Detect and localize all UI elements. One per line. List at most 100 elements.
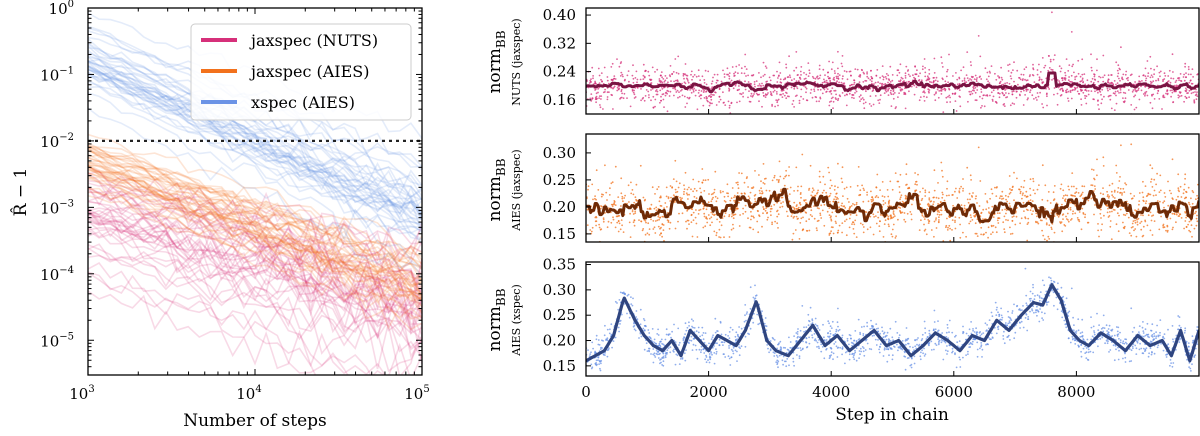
- nuts-sample-dot: [1141, 80, 1143, 82]
- rhat-panel: 100 10−1 10−2 10−3 10−4 10−5 103 104 105…: [11, 0, 430, 431]
- aies-sample-dot: [695, 197, 698, 200]
- nuts-sample-dot: [600, 98, 602, 100]
- xspec-sample-dot: [844, 351, 847, 354]
- aies-sample-dot: [937, 220, 940, 223]
- aies-sample-dot: [739, 214, 741, 216]
- nuts-sample-dot: [716, 73, 719, 76]
- xspec-sample-dot: [1180, 326, 1182, 329]
- aies-sample-dot: [849, 186, 852, 188]
- xspec-sample-dot: [597, 359, 599, 361]
- aies-sample-dot: [801, 153, 804, 156]
- aies-sample-dot: [1119, 176, 1121, 178]
- aies-sample-dot: [837, 198, 839, 200]
- aies-sample-dot: [1169, 217, 1172, 220]
- nuts-sample-dot: [881, 84, 883, 87]
- xspec-sample-dot: [998, 315, 1001, 318]
- xspec-sample-dot: [589, 353, 592, 355]
- nuts-sample-dot: [887, 81, 889, 84]
- aies-sample-dot: [766, 212, 768, 215]
- nuts-sample-dot: [835, 77, 838, 80]
- aies-sample-dot: [938, 211, 941, 214]
- aies-sample-dot: [776, 210, 778, 213]
- aies-sample-dot: [804, 199, 807, 201]
- nuts-sample-dot: [678, 95, 681, 98]
- aies-sample-dot: [940, 161, 943, 164]
- aies-sample-dot: [1166, 229, 1169, 232]
- nuts-sample-dot: [898, 80, 900, 82]
- nuts-sample-dot: [780, 81, 783, 84]
- nuts-sample-dot: [1050, 68, 1053, 71]
- xspec-sample-dot: [1040, 297, 1043, 300]
- aies-sample-dot: [699, 208, 702, 211]
- aies-sample-dot: [1195, 224, 1198, 227]
- aies-sample-dot: [669, 221, 672, 224]
- nuts-sample-dot: [647, 70, 650, 73]
- xspec-sample-dot: [822, 323, 824, 326]
- nuts-sample-dot: [846, 93, 848, 96]
- xspec-sample-dot: [889, 340, 892, 342]
- xspec-sample-dot: [846, 337, 849, 340]
- aies-sample-dot: [765, 189, 768, 192]
- aies-sample-dot: [900, 194, 903, 197]
- aies-sample-dot: [806, 230, 809, 232]
- xspec-sample-dot: [850, 337, 852, 340]
- xspec-sample-dot: [937, 343, 940, 346]
- aies-sample-dot: [1194, 212, 1196, 215]
- aies-sample-dot: [633, 201, 636, 204]
- xspec-sample-dot: [921, 349, 923, 352]
- nuts-sample-dot: [640, 88, 642, 90]
- aies-sample-dot: [1009, 205, 1011, 208]
- aies-sample-dot: [677, 220, 679, 223]
- xspec-sample-dot: [681, 357, 684, 359]
- xspec-sample-dot: [664, 354, 667, 357]
- nuts-sample-dot: [811, 75, 814, 78]
- rhat-chain-line: [88, 65, 422, 221]
- xspec-sample-dot: [979, 347, 981, 350]
- nuts-sample-dot: [1175, 79, 1178, 82]
- aies-sample-dot: [1102, 156, 1105, 159]
- nuts-sample-dot: [854, 92, 856, 94]
- nuts-sample-dot: [737, 72, 739, 75]
- aies-sample-dot: [655, 206, 658, 209]
- nuts-sample-dot: [923, 100, 926, 102]
- nuts-sample-dot: [806, 99, 809, 102]
- nuts-sample-dot: [1001, 91, 1004, 94]
- nuts-sample-dot: [730, 102, 733, 105]
- aies-sample-dot: [782, 177, 785, 180]
- aies-sample-dot: [1069, 201, 1072, 204]
- xspec-sample-dot: [985, 330, 988, 332]
- aies-sample-dot: [605, 191, 608, 194]
- aies-sample-dot: [674, 159, 677, 162]
- aies-sample-dot: [1172, 226, 1174, 229]
- aies-sample-dot: [688, 193, 690, 196]
- nuts-sample-dot: [879, 98, 881, 101]
- xspec-sample-dot: [903, 350, 906, 353]
- aies-sample-dot: [828, 194, 831, 197]
- aies-y-axis-sublabel: AIES (jaxspec): [510, 149, 523, 231]
- aies-sample-dot: [728, 215, 730, 218]
- aies-sample-dot: [1191, 202, 1194, 205]
- nuts-sample-dot: [636, 78, 639, 81]
- nuts-sample-dot: [1147, 75, 1149, 77]
- xspec-sample-dot: [1140, 347, 1143, 350]
- xspec-sample-dot: [714, 331, 717, 334]
- aies-sample-dot: [1074, 192, 1076, 195]
- aies-sample-dot: [786, 188, 789, 190]
- nuts-sample-dot: [985, 78, 988, 81]
- nuts-sample-dot: [590, 78, 592, 80]
- nuts-sample-dot: [654, 71, 656, 73]
- xspec-sample-dot: [735, 339, 737, 342]
- aies-sample-dot: [713, 230, 716, 233]
- aies-sample-dot: [733, 199, 735, 202]
- aies-sample-dot: [1138, 200, 1141, 203]
- aies-sample-dot: [1053, 185, 1056, 187]
- aies-sample-dot: [992, 216, 995, 219]
- nuts-sample-dot: [995, 78, 998, 81]
- aies-sample-dot: [1130, 197, 1133, 200]
- nuts-sample-dot: [1020, 73, 1023, 76]
- nuts-sample-dot: [629, 105, 632, 108]
- xspec-sample-dot: [967, 353, 969, 355]
- nuts-sample-dot: [606, 91, 609, 94]
- aies-sample-dot: [602, 217, 605, 220]
- aies-sample-dot: [841, 166, 844, 169]
